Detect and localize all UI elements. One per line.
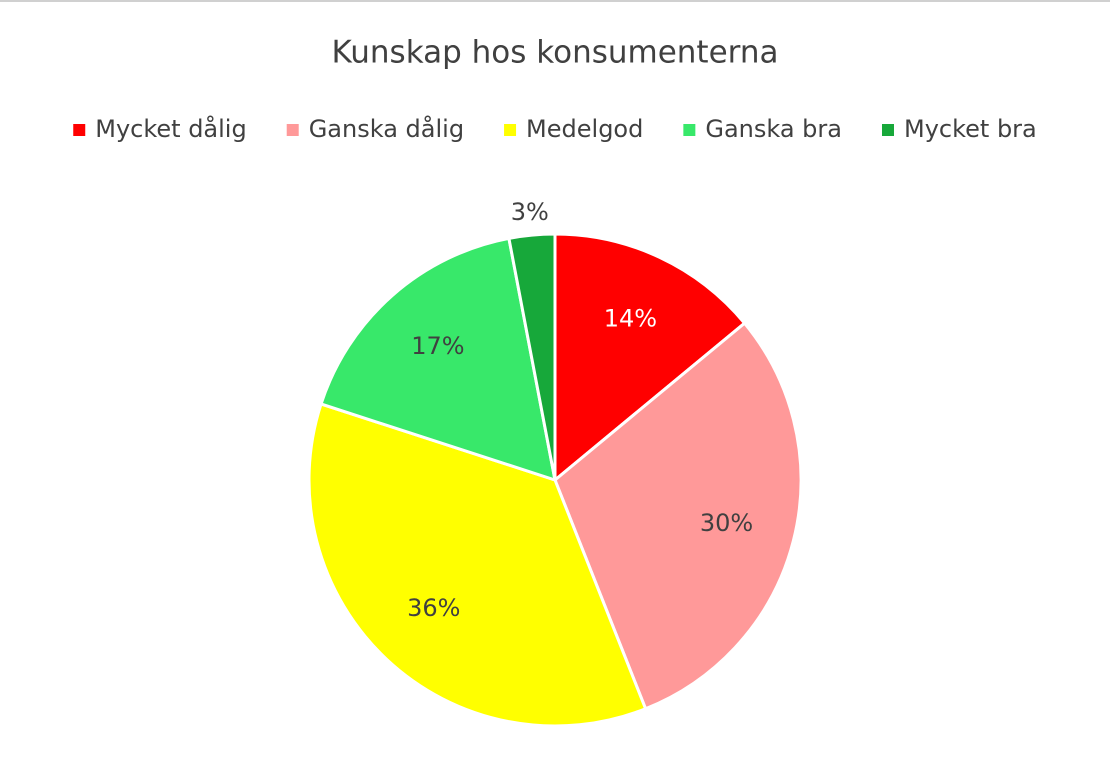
legend-label: Medelgod	[526, 115, 643, 143]
legend-label: Mycket dålig	[95, 114, 246, 143]
pie-slice	[553, 321, 803, 711]
data-label: 30%	[700, 509, 753, 537]
legend-item: Medelgod	[504, 115, 643, 143]
data-label: 17%	[411, 332, 464, 360]
legend-swatch	[881, 124, 894, 136]
legend-item: Mycket bra	[881, 115, 1037, 143]
legend-item: Ganska bra	[683, 115, 842, 143]
pie-slice	[307, 402, 648, 728]
data-label: 3%	[511, 198, 549, 226]
data-labels: 14% 30% 36% 17% 3%	[407, 198, 753, 622]
chart-title: Kunskap hos konsumenterna	[331, 35, 778, 71]
legend-label: Ganska dålig	[309, 114, 464, 143]
legend-label: Ganska bra	[705, 115, 842, 143]
pie-slice	[553, 232, 747, 484]
data-label: 36%	[407, 594, 460, 622]
legend-swatch	[73, 124, 86, 136]
legend-swatch	[683, 124, 696, 136]
legend-item: Mycket dålig	[73, 114, 247, 143]
pie	[307, 232, 803, 728]
legend-swatch	[286, 124, 299, 136]
legend: Mycket dålig Ganska dålig Medelgod Ganska b…	[73, 114, 1037, 143]
legend-item: Ganska dålig	[286, 114, 464, 143]
pie-slice	[319, 236, 557, 483]
legend-label: Mycket bra	[904, 115, 1037, 143]
data-label: 14%	[604, 305, 657, 333]
pie-slice	[507, 232, 557, 481]
legend-swatch	[504, 124, 517, 136]
